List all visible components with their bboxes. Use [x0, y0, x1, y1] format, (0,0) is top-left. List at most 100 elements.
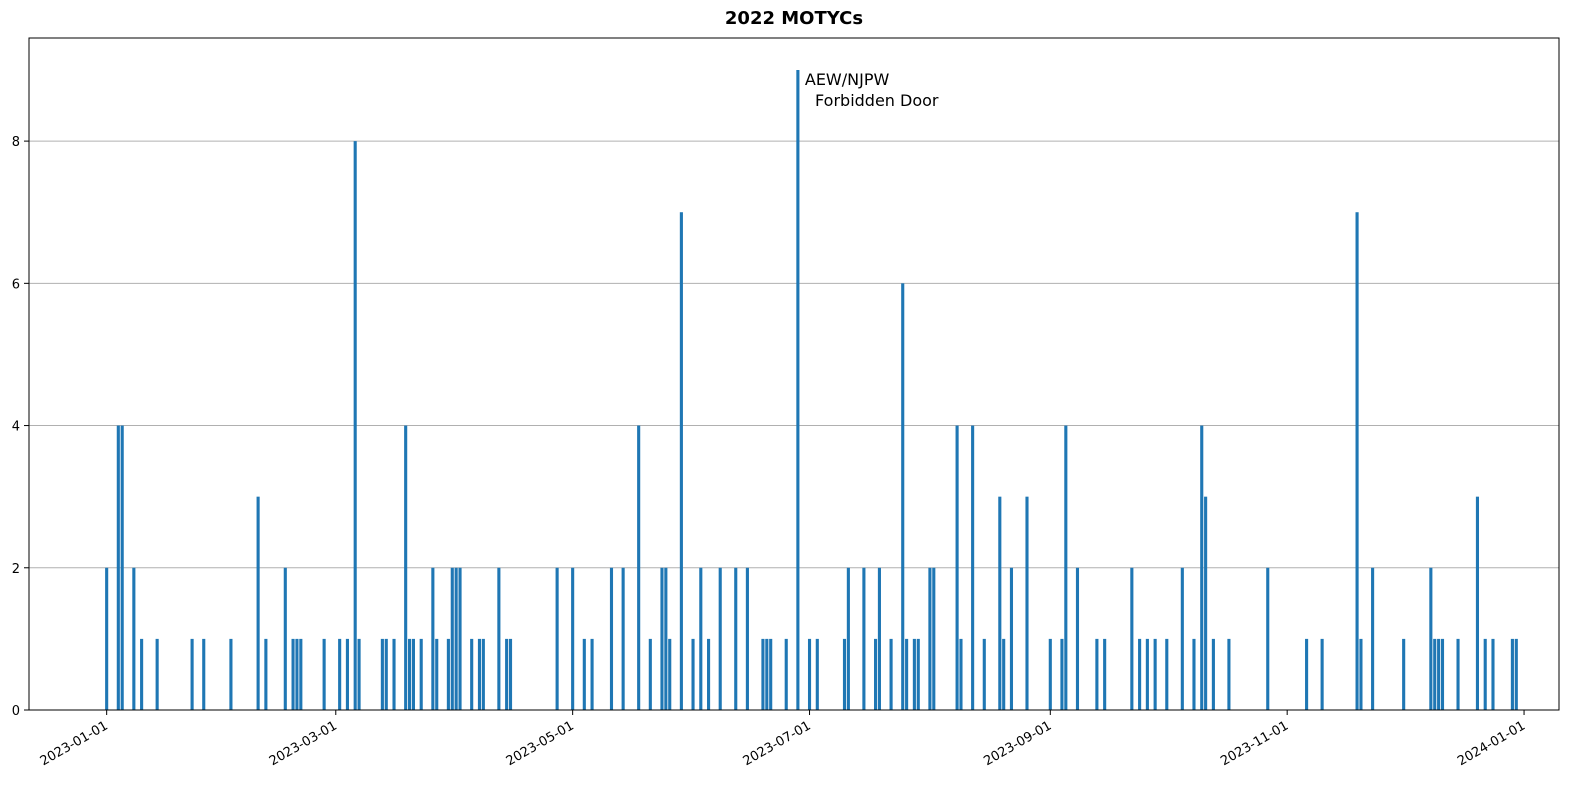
bar [1075, 567, 1080, 710]
bar [353, 141, 357, 711]
bar [1266, 567, 1270, 710]
bar [846, 567, 850, 710]
bar [971, 425, 975, 710]
bar [1192, 638, 1196, 710]
bar [796, 70, 800, 710]
bar [470, 638, 474, 710]
bar [190, 638, 194, 710]
bar [873, 638, 878, 710]
bar [458, 567, 462, 710]
bar [345, 638, 349, 710]
bar [582, 638, 586, 710]
bar [202, 638, 206, 710]
y-tick-label: 8 [12, 135, 20, 150]
bar [901, 283, 905, 710]
bar [609, 567, 614, 710]
bar [1433, 638, 1437, 710]
bar [454, 567, 458, 710]
bar [815, 638, 819, 710]
bar [120, 425, 124, 710]
bar [1200, 425, 1204, 710]
bar [959, 638, 963, 710]
bar [998, 496, 1002, 710]
bar [761, 638, 765, 710]
y-tick-label: 2 [12, 562, 20, 577]
bar [140, 638, 144, 710]
annotation-line: Forbidden Door [805, 91, 939, 110]
bar [1440, 638, 1445, 710]
bar [784, 638, 788, 710]
bar [1371, 567, 1375, 710]
bar [450, 567, 454, 710]
bar [384, 638, 388, 710]
bar [1130, 567, 1134, 710]
bar [679, 212, 683, 710]
bar [1456, 638, 1460, 710]
bar [668, 638, 672, 710]
gridlines [29, 140, 1559, 569]
bar [912, 638, 916, 710]
bar [1475, 496, 1480, 710]
bar [1510, 638, 1514, 710]
bar [295, 638, 299, 710]
bar [660, 567, 664, 710]
x-tick-label: 2023-11-01 [1218, 718, 1291, 769]
bar [621, 567, 625, 710]
bar [889, 638, 893, 710]
annotations: AEW/NJPW Forbidden Door [805, 70, 939, 110]
bar [1064, 425, 1068, 710]
bar [1103, 638, 1107, 710]
bar [928, 567, 932, 710]
bar [707, 638, 711, 710]
x-tick-label: 2023-07-01 [741, 718, 814, 769]
bar [1359, 638, 1363, 710]
bar [1305, 638, 1309, 710]
bar [105, 567, 109, 710]
x-tick-label: 2024-01-01 [1455, 718, 1528, 769]
bar [380, 638, 384, 710]
bar [404, 425, 408, 710]
bar [807, 638, 812, 710]
bar [734, 567, 738, 710]
bar [571, 567, 575, 710]
bar [699, 567, 703, 710]
bar [1165, 638, 1169, 710]
bar [916, 638, 920, 710]
plot-frame [28, 37, 1560, 711]
bar [877, 567, 881, 710]
annotation-label: AEW/NJPW Forbidden Door [805, 70, 939, 110]
bar [842, 638, 847, 710]
chart-title: 2022 MOTYCs [725, 8, 863, 29]
bar [1048, 638, 1052, 710]
bar [291, 638, 295, 710]
bars [105, 70, 1518, 711]
bar [338, 638, 342, 710]
bar [408, 638, 412, 710]
bar [932, 567, 936, 710]
y-tick-label: 0 [12, 704, 20, 719]
bar [637, 425, 641, 710]
bar [648, 638, 652, 710]
bar [691, 638, 695, 710]
bar [1180, 567, 1184, 710]
y-tick-label: 6 [12, 277, 20, 292]
bar [299, 638, 303, 710]
bar [264, 638, 268, 710]
bar [283, 567, 287, 710]
x-axis: 2023-01-01 2023-03-01 2023-05-01 2023-07-01… [38, 710, 1528, 769]
x-tick-label: 2023-03-01 [267, 718, 340, 769]
bar [477, 638, 482, 710]
bar [481, 638, 485, 710]
bar [419, 638, 423, 710]
bar [1145, 638, 1149, 710]
bar [411, 638, 415, 710]
bar [1429, 567, 1433, 710]
bar [1402, 638, 1406, 710]
bar [116, 425, 120, 710]
bar [1204, 496, 1208, 710]
bar [982, 638, 986, 710]
bar [256, 496, 260, 710]
bar [718, 567, 722, 710]
bar [392, 638, 396, 710]
